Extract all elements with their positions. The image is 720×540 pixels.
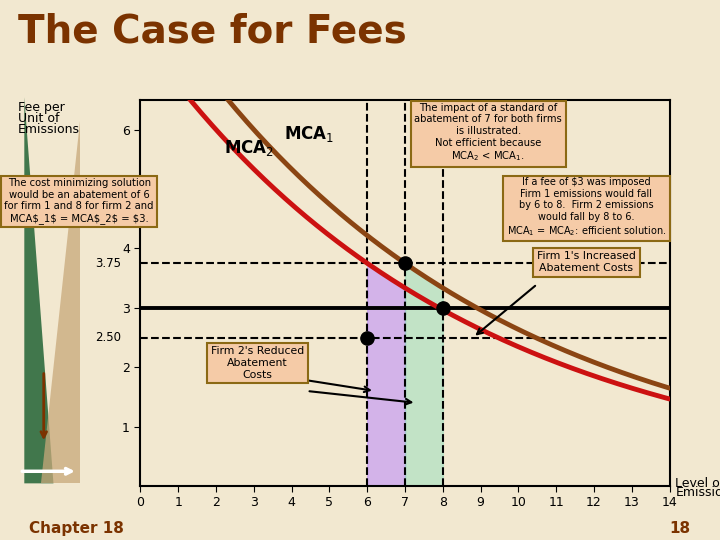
Polygon shape [24, 97, 53, 483]
Text: 3.75: 3.75 [96, 256, 122, 270]
Text: Chapter 18: Chapter 18 [29, 521, 124, 536]
Text: MCA$_1$: MCA$_1$ [284, 124, 334, 144]
Text: Firm 2's Reduced
Abatement
Costs: Firm 2's Reduced Abatement Costs [211, 347, 305, 380]
Text: Unit of: Unit of [18, 112, 60, 125]
Point [437, 303, 449, 312]
Text: Firm 1's Increased
Abatement Costs: Firm 1's Increased Abatement Costs [537, 252, 636, 273]
Text: The impact of a standard of
abatement of 7 for both firms
is illustrated.
Not ef: The impact of a standard of abatement of… [414, 103, 562, 164]
Text: MCA$_2$: MCA$_2$ [223, 138, 274, 158]
Text: If a fee of $3 was imposed
Firm 1 emissions would fall
by 6 to 8.  Firm 2 emissi: If a fee of $3 was imposed Firm 1 emissi… [507, 177, 666, 238]
Text: The cost minimizing solution
would be an abatement of 6
for firm 1 and 8 for fir: The cost minimizing solution would be an… [4, 178, 154, 224]
Text: Emissions: Emissions [675, 486, 720, 499]
Text: 2.50: 2.50 [96, 331, 122, 344]
Point [399, 259, 410, 267]
Point [361, 333, 373, 342]
Text: Fee per: Fee per [18, 102, 65, 114]
Text: Emissions: Emissions [18, 123, 80, 136]
Text: 18: 18 [670, 521, 690, 536]
Polygon shape [41, 122, 80, 483]
Text: Level of: Level of [675, 477, 720, 490]
Text: The Case for Fees: The Case for Fees [18, 12, 407, 51]
